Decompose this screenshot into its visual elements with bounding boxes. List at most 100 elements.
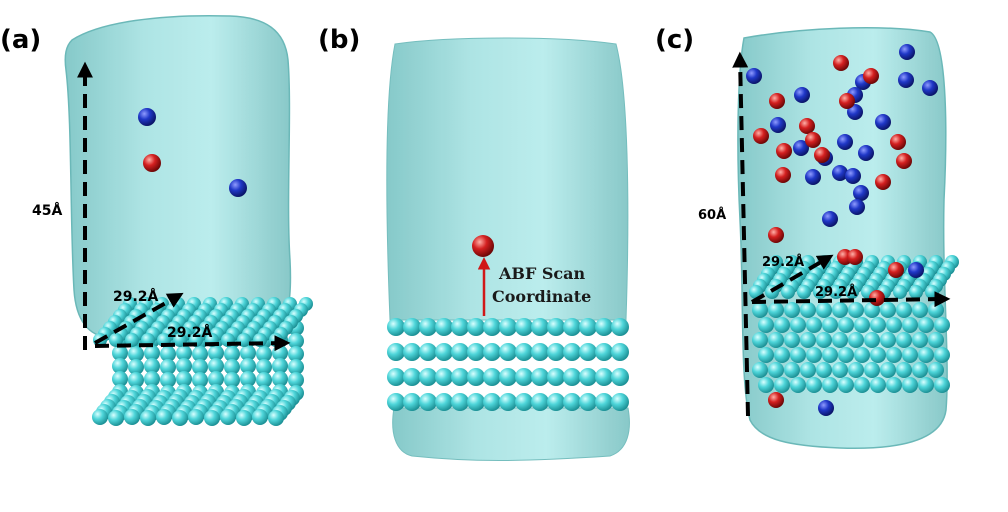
slab-atom <box>256 346 272 362</box>
slab-atom <box>758 377 774 393</box>
slab-atom <box>451 343 469 361</box>
cation-atom <box>229 179 247 197</box>
anion-atom <box>776 143 792 159</box>
slab-atom <box>467 393 485 411</box>
slab-atom <box>829 285 843 299</box>
slab-atom <box>781 285 795 299</box>
metal-layers-b <box>387 318 629 411</box>
slab-atom <box>752 332 768 348</box>
slab-atom <box>192 346 208 362</box>
slab-atom <box>435 318 453 336</box>
slab-atom <box>160 359 176 375</box>
slab-atom <box>435 368 453 386</box>
slab-atom <box>579 318 597 336</box>
slab-atom <box>124 409 140 425</box>
slab-atom <box>403 318 421 336</box>
slab-atom <box>579 343 597 361</box>
slab-atom <box>896 302 912 318</box>
slab-atom <box>144 371 160 387</box>
slab-atom <box>595 393 613 411</box>
slab-atom <box>870 317 886 333</box>
slab-atom <box>886 347 902 363</box>
slab-atom <box>160 372 176 388</box>
anion-atom <box>839 93 855 109</box>
slab-atom <box>268 410 284 426</box>
slab-atom <box>240 345 256 361</box>
slab-atom <box>848 332 864 348</box>
slab-atom <box>208 358 224 374</box>
cation-atom <box>922 80 938 96</box>
slab-atom <box>758 347 774 363</box>
anion-atom <box>890 134 906 150</box>
slab-atom <box>192 359 208 375</box>
slab-atom <box>800 362 816 378</box>
slab-atom <box>224 372 240 388</box>
slab-atom <box>893 285 907 299</box>
slab-atom <box>611 393 629 411</box>
slab-atom <box>790 317 806 333</box>
slab-atom <box>832 302 848 318</box>
slab-atom <box>774 377 790 393</box>
slab-atom <box>176 358 192 374</box>
slab-atom <box>909 285 923 299</box>
slab-atom <box>419 318 437 336</box>
slab-atom <box>768 362 784 378</box>
dimension-arrows-a <box>77 61 291 352</box>
slab-atom <box>499 368 517 386</box>
anion-atom <box>753 128 769 144</box>
anion-atom <box>814 147 830 163</box>
width-label-a: 29.2Å <box>167 324 213 341</box>
cation-atom <box>875 114 891 130</box>
slab-atom <box>928 362 944 378</box>
cation-atom <box>746 68 762 84</box>
slab-atom <box>768 302 784 318</box>
anion-atom <box>896 153 912 169</box>
anion-atom <box>888 262 904 278</box>
slab-atom <box>128 346 144 362</box>
slab-atom <box>902 347 918 363</box>
slab-atom <box>774 347 790 363</box>
slab-atom <box>515 393 533 411</box>
slab-atom <box>176 371 192 387</box>
slab-atom <box>403 393 421 411</box>
anion-atom <box>875 174 891 190</box>
slab-atom <box>288 359 304 375</box>
anion-atom <box>143 154 161 172</box>
anion-atom <box>869 290 885 306</box>
slab-atom <box>880 362 896 378</box>
slab-atom <box>864 332 880 348</box>
slab-atom <box>224 346 240 362</box>
slab-atom <box>774 317 790 333</box>
slab-atom <box>208 345 224 361</box>
slab-atom <box>864 302 880 318</box>
slab-atom <box>419 343 437 361</box>
slab-atom <box>467 343 485 361</box>
slab-atom <box>886 377 902 393</box>
slab-atom <box>816 332 832 348</box>
slab-atom <box>563 343 581 361</box>
ions-c <box>746 44 938 416</box>
slab-atom <box>112 358 128 374</box>
slab-atom <box>467 368 485 386</box>
slab-atom <box>128 372 144 388</box>
slab-atom <box>784 332 800 348</box>
anion-atom <box>847 249 863 265</box>
slab-atom <box>192 372 208 388</box>
ions-a <box>138 108 247 197</box>
slab-atom <box>752 362 768 378</box>
slab-atom <box>854 347 870 363</box>
slab-atom <box>128 359 144 375</box>
slab-atom <box>902 377 918 393</box>
panel-c: (c) 60Å 29.2Å 29.2Å <box>655 25 959 449</box>
slab-atom <box>451 393 469 411</box>
slab-atom <box>112 345 128 361</box>
cation-atom <box>818 400 834 416</box>
slab-atom <box>387 368 405 386</box>
width-arrow-a <box>94 335 291 352</box>
slab-atom <box>579 393 597 411</box>
slab-atom <box>220 409 236 425</box>
slab-atom <box>204 410 220 426</box>
slab-atom <box>387 393 405 411</box>
slab-atom <box>531 368 549 386</box>
